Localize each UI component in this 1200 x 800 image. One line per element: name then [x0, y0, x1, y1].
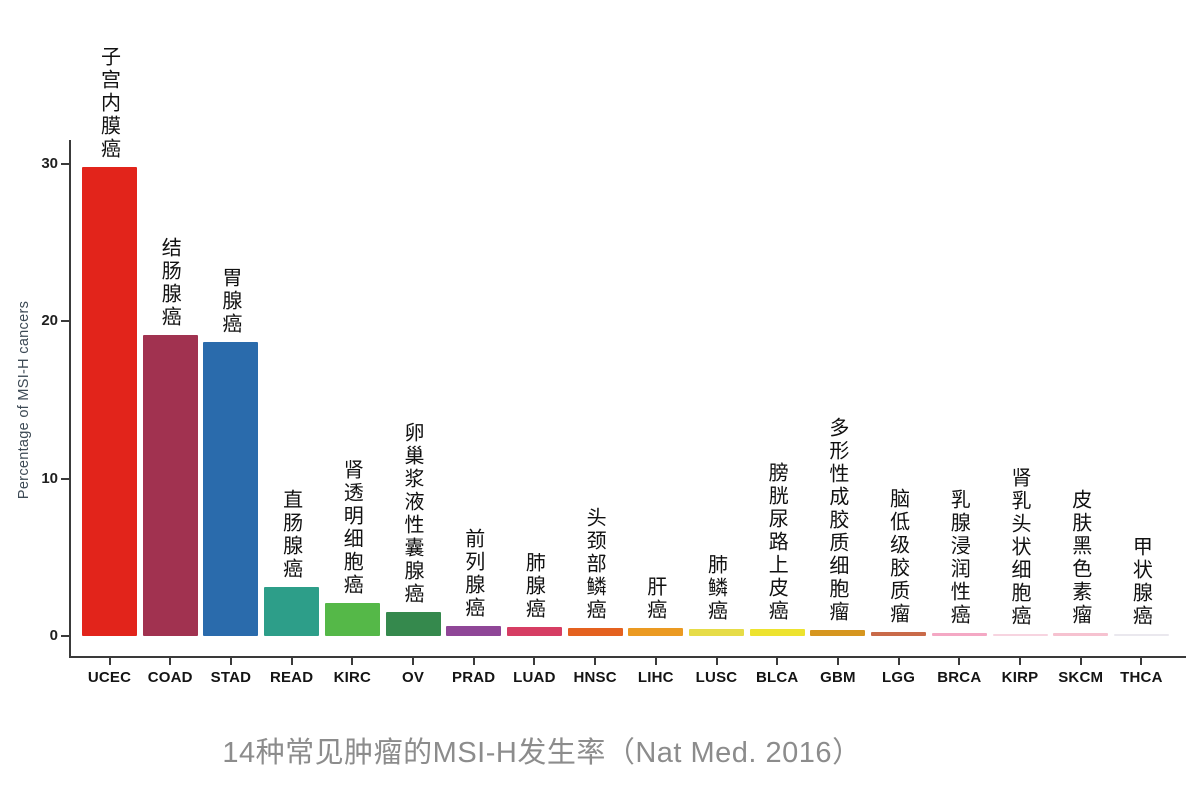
bar-label: 多形性成胶质细胞瘤: [825, 416, 848, 624]
y-axis-tick-label: 0: [49, 627, 58, 644]
bar-label: 甲状腺癌: [1129, 536, 1152, 629]
x-axis-tick-label: KIRC: [333, 669, 372, 686]
bar: [324, 602, 380, 636]
bar-label: 前列腺癌: [461, 527, 484, 620]
y-axis-tick-label: 10: [41, 469, 58, 487]
x-axis-line: [69, 656, 1186, 658]
x-axis-tick-label: KIRP: [1001, 669, 1039, 686]
y-axis-tick-mark: [61, 320, 69, 323]
y-axis-tick-mark: [61, 477, 69, 480]
bar: [506, 627, 562, 636]
bar: [264, 587, 320, 636]
bar-label: 肾乳头状细胞癌: [1008, 466, 1030, 628]
x-axis-tick-label: COAD: [147, 669, 193, 686]
chart-title: 14种常见肿瘤的MSI-H发生率（Nat Med. 2016）: [222, 737, 862, 769]
bar-label: 直肠腺癌: [279, 489, 302, 582]
bar: [689, 629, 744, 636]
bar-label: 肾透明细胞癌: [340, 458, 363, 597]
y-axis-tick-label: 20: [41, 312, 58, 330]
bar-label: 肺腺癌: [522, 552, 545, 622]
x-axis-tick-label: HNSC: [573, 669, 617, 686]
bar: [446, 625, 502, 636]
y-axis-tick-label: 30: [41, 154, 58, 172]
bar: [142, 335, 198, 636]
y-axis-tick-mark: [61, 635, 69, 637]
x-axis-tick-label: UCEC: [87, 669, 132, 686]
bar-label: 卵巢浆液性囊腺癌: [401, 422, 423, 607]
bar: [203, 341, 259, 636]
x-axis-tick-label: STAD: [210, 669, 252, 686]
x-axis-tick-label: LUAD: [513, 669, 556, 686]
bar-label: 乳腺浸润性癌: [947, 489, 970, 628]
x-axis-tick-mark: [108, 658, 111, 665]
bar-label: 子宫内膜癌: [97, 45, 120, 161]
x-axis-tick-mark: [412, 658, 414, 665]
x-axis-tick-label: BRCA: [937, 669, 982, 686]
x-axis-tick-label: LGG: [882, 669, 916, 686]
y-axis-tick-mark: [61, 162, 69, 165]
x-axis-tick-mark: [776, 658, 779, 665]
x-axis-tick-mark: [1019, 658, 1021, 665]
x-axis-tick-mark: [654, 658, 657, 665]
bar: [810, 629, 866, 636]
bar: [871, 631, 927, 636]
x-axis-tick-mark: [594, 658, 597, 665]
bar-label: 皮肤黑色素瘤: [1068, 489, 1091, 628]
x-axis-tick-label: GBM: [820, 669, 856, 686]
x-axis-tick-mark: [836, 658, 839, 665]
x-axis-tick-mark: [1079, 658, 1082, 665]
x-axis-tick-label: SKCM: [1058, 669, 1104, 686]
x-axis-tick-mark: [1140, 658, 1143, 665]
x-axis-tick-label: LUSC: [695, 669, 738, 686]
bar: [1053, 633, 1109, 636]
y-axis-title: Percentage of MSI-H cancers: [16, 300, 32, 500]
bar-label: 肺鳞癌: [704, 554, 727, 624]
x-axis-tick-mark: [958, 658, 961, 665]
x-axis-tick-mark: [290, 658, 293, 665]
y-axis-line: [69, 140, 71, 658]
bar-label: 胃腺癌: [218, 266, 241, 336]
bar: [385, 612, 441, 636]
bar: [567, 628, 623, 636]
bar: [1113, 634, 1169, 636]
bar: [82, 166, 137, 636]
x-axis-tick-label: THCA: [1120, 669, 1163, 686]
x-axis-tick-mark: [229, 658, 232, 665]
bar: [749, 629, 805, 636]
x-axis-tick-mark: [715, 658, 718, 665]
x-axis-tick-mark: [351, 658, 354, 665]
bar: [628, 628, 684, 636]
bar-label: 肝癌: [643, 576, 666, 623]
x-axis-tick-mark: [472, 658, 475, 665]
x-axis-tick-mark: [169, 658, 172, 665]
bar-label: 膀胱尿路上皮癌: [765, 462, 788, 624]
bar: [992, 633, 1048, 636]
x-axis-tick-mark: [897, 658, 900, 665]
x-axis-tick-label: LIHC: [637, 669, 674, 686]
bar-label: 脑低级胶质瘤: [886, 487, 909, 626]
bar: [931, 633, 987, 636]
bar-label: 头颈部鳞癌: [583, 507, 606, 623]
x-axis-tick-label: OV: [401, 669, 425, 686]
x-axis-tick-mark: [533, 658, 536, 665]
x-axis-tick-label: PRAD: [452, 669, 496, 686]
x-axis-tick-label: READ: [269, 669, 314, 686]
bar-label: 结肠腺癌: [158, 237, 181, 330]
x-axis-tick-label: BLCA: [755, 669, 799, 686]
